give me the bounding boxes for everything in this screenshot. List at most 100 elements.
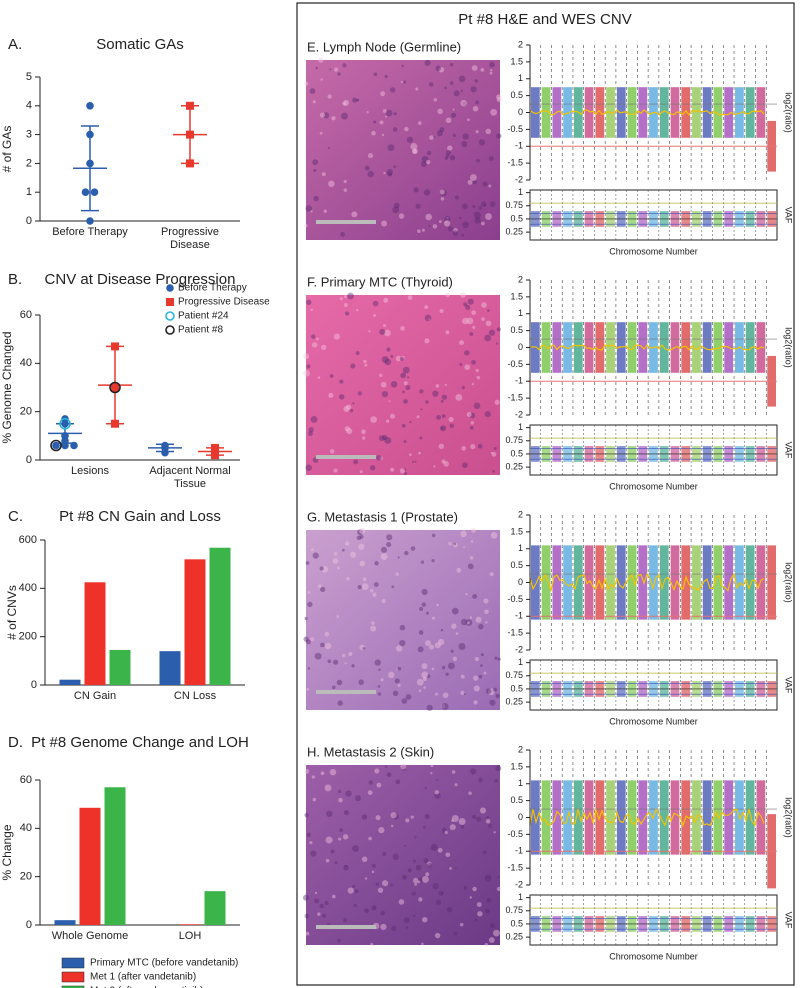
y-axis-label: log2(ratio) xyxy=(784,797,794,838)
histology-texture xyxy=(496,327,501,332)
histology-texture xyxy=(444,86,447,90)
histology-texture xyxy=(485,621,488,624)
histology-texture xyxy=(429,135,434,140)
histology-image xyxy=(306,765,500,945)
histology-texture xyxy=(490,532,498,539)
histology-texture xyxy=(497,657,501,661)
histology-texture xyxy=(449,824,456,831)
histology-texture xyxy=(395,355,402,362)
histology-texture xyxy=(343,810,350,816)
histology-texture xyxy=(465,304,471,310)
histology-texture xyxy=(336,566,340,570)
y-tick-label: 0.25 xyxy=(505,226,523,236)
histology-texture xyxy=(402,874,407,880)
x-tick-label: Before Therapy xyxy=(52,226,128,238)
histology-texture xyxy=(466,411,472,418)
histology-texture xyxy=(397,683,401,687)
histology-texture xyxy=(449,867,452,870)
histology-texture xyxy=(474,918,478,922)
histology-texture xyxy=(464,364,471,371)
histology-texture xyxy=(380,91,386,97)
histology-texture xyxy=(474,656,480,662)
y-tick-label: 0 xyxy=(518,577,523,587)
histology-texture xyxy=(441,704,446,709)
histology-texture xyxy=(358,679,364,685)
histology-texture xyxy=(431,616,436,620)
y-tick-label: 0.75 xyxy=(505,905,523,915)
histology-texture xyxy=(489,699,496,706)
y-tick-label: 60 xyxy=(20,309,32,321)
cnv-band xyxy=(531,87,540,138)
histology-texture xyxy=(417,877,424,884)
histology-texture xyxy=(485,213,492,220)
histology-texture xyxy=(313,195,319,202)
y-tick-label: 40 xyxy=(20,357,32,369)
histology-texture xyxy=(435,779,439,782)
cnv-band xyxy=(681,322,691,373)
cnv-band xyxy=(616,780,626,855)
histology-texture xyxy=(350,363,356,369)
bar xyxy=(204,891,226,925)
histology-texture xyxy=(428,224,431,228)
histology-texture xyxy=(435,65,442,71)
histology-texture xyxy=(352,845,359,853)
y-tick-label: 1 xyxy=(518,892,523,902)
bar xyxy=(109,649,131,685)
histology-texture xyxy=(403,381,408,386)
histology-texture xyxy=(395,779,401,785)
histology-texture xyxy=(471,528,476,533)
y-tick-label: 0.25 xyxy=(505,931,523,941)
histology-texture xyxy=(392,813,399,820)
histology-texture xyxy=(440,427,444,430)
histology-texture xyxy=(319,131,323,135)
histology-texture xyxy=(321,913,327,918)
histology-texture xyxy=(317,912,321,916)
histology-texture xyxy=(379,328,386,335)
cnv-band xyxy=(692,322,701,373)
histology-texture xyxy=(339,379,344,384)
histology-texture xyxy=(373,72,378,77)
histology-texture xyxy=(448,417,454,423)
histology-texture xyxy=(415,87,419,91)
point xyxy=(81,188,90,196)
histology-texture xyxy=(373,582,379,587)
histology-texture xyxy=(319,903,325,909)
point xyxy=(86,217,94,225)
legend-label: Patient #8 xyxy=(178,325,223,336)
histology-texture xyxy=(478,623,484,630)
cnv-band xyxy=(649,545,658,620)
histology-texture xyxy=(371,905,377,911)
cnv-band xyxy=(756,545,766,620)
histology-texture xyxy=(392,690,399,696)
histology-texture xyxy=(470,421,475,425)
histology-texture xyxy=(370,625,377,632)
row-label: F. Primary MTC (Thyroid) xyxy=(307,274,453,289)
histology-texture xyxy=(361,814,368,820)
histology-texture xyxy=(473,211,481,219)
histology-texture xyxy=(364,165,370,171)
histology-texture xyxy=(421,588,428,596)
histology-texture xyxy=(488,329,496,336)
histology-texture xyxy=(418,689,422,693)
histology-texture xyxy=(458,818,466,825)
histology-image xyxy=(306,60,500,240)
cnv-band xyxy=(584,545,594,620)
histology-texture xyxy=(431,559,435,563)
histology-texture xyxy=(412,148,418,155)
histology-texture xyxy=(495,693,500,699)
histology-texture xyxy=(382,880,389,887)
histology-texture xyxy=(424,59,431,66)
histology-texture xyxy=(307,667,311,670)
y-tick-label: 0.5 xyxy=(510,448,523,458)
histology-texture xyxy=(389,883,393,887)
histology-texture xyxy=(333,552,338,556)
histology-texture xyxy=(320,642,325,648)
histology-texture xyxy=(459,923,464,927)
point xyxy=(86,102,94,110)
histology-texture xyxy=(368,836,372,841)
histology-texture xyxy=(396,668,399,671)
histology-texture xyxy=(389,413,396,419)
histology-texture xyxy=(423,686,426,689)
histology-texture xyxy=(471,310,476,316)
histology-texture xyxy=(355,351,360,355)
